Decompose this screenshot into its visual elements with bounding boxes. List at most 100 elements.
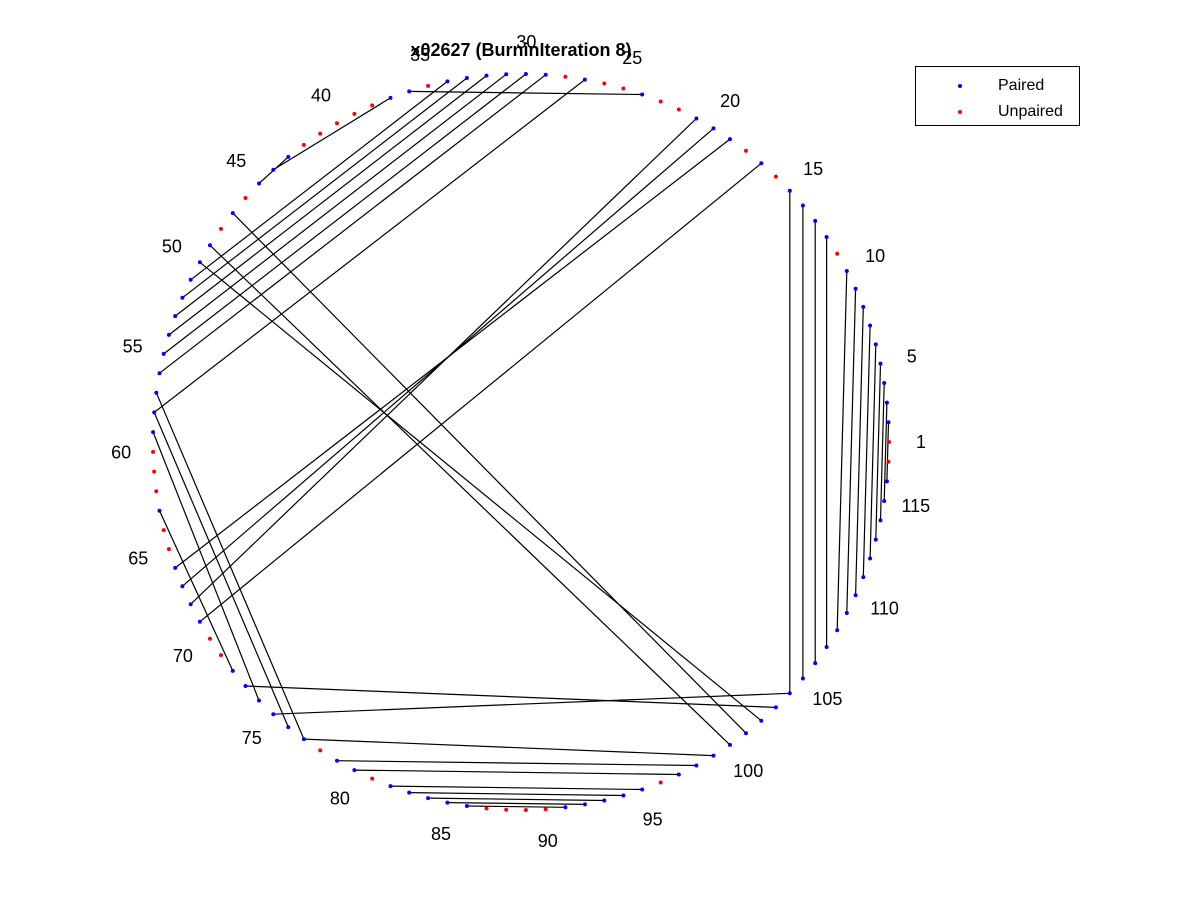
pair-line-80-97 [354, 769, 679, 776]
paired-point-99 [711, 753, 716, 758]
tick-label-100: 100 [733, 761, 763, 781]
paired-point-105 [800, 676, 805, 681]
paired-point-80 [352, 768, 357, 773]
paired-point-77 [301, 737, 306, 742]
paired-point-10 [844, 269, 849, 273]
paired-point-27 [582, 77, 587, 82]
paired-point-49 [208, 243, 212, 248]
unpaired-point-81 [370, 776, 375, 781]
paired-point-94 [621, 793, 626, 798]
paired-point-110 [853, 593, 858, 598]
paired-point-83 [407, 790, 412, 795]
pair-line-4-114 [879, 382, 885, 521]
paired-point-50 [197, 260, 202, 265]
pair-line-17-69 [199, 162, 762, 623]
paired-point-51 [188, 277, 193, 282]
pair-line-49-100 [209, 244, 731, 746]
paired-point-103 [773, 705, 778, 710]
paired-point-73 [243, 684, 248, 688]
pair-line-59-74 [152, 431, 260, 701]
pair-line-75-104 [273, 692, 790, 715]
pair-line-63-72 [158, 510, 234, 672]
pair-line-50-102 [199, 261, 762, 722]
paired-point-109 [844, 611, 849, 615]
paired-point-72 [230, 668, 235, 673]
tick-label-60: 60 [111, 443, 131, 463]
tick-label-50: 50 [162, 237, 182, 257]
pair-line-33-52 [182, 77, 468, 299]
pair-line-7-111 [862, 325, 871, 578]
paired-point-14 [800, 203, 805, 208]
paired-point-33 [464, 76, 469, 80]
pair-line-29-56 [159, 74, 547, 374]
paired-point-47 [230, 211, 235, 216]
unpaired-point-16 [773, 174, 778, 179]
paired-point-107 [824, 645, 829, 649]
paired-point-74 [257, 698, 261, 703]
paired-point-115 [882, 499, 887, 503]
tick-label-70: 70 [173, 646, 193, 666]
unpaired-point-38 [370, 103, 375, 108]
pair-line-83-94 [409, 792, 624, 797]
unpaired-point-42 [301, 142, 306, 147]
paired-point-68 [188, 602, 193, 607]
legend-entry-paired: Paired [916, 75, 1079, 99]
pair-line-21-68 [190, 118, 697, 605]
unpaired-point-65 [166, 547, 171, 552]
pair-line-5-113 [875, 363, 882, 540]
paired-point-53 [173, 314, 178, 319]
unpaired-marker [958, 110, 962, 114]
tick-label-30: 30 [516, 32, 536, 52]
pair-line-47-101 [232, 212, 747, 734]
legend: Paired Unpaired [915, 66, 1080, 126]
pair-line-24-36 [409, 90, 643, 96]
paired-point-15 [787, 188, 792, 193]
tick-label-45: 45 [226, 151, 246, 171]
paired-point-95 [640, 787, 645, 792]
paired-point-102 [759, 718, 764, 723]
paired-point-13 [813, 218, 818, 223]
paired-point-19 [728, 137, 732, 142]
paired-point-29 [543, 72, 548, 77]
legend-label-unpaired: Unpaired [998, 103, 1063, 120]
paired-point-63 [157, 508, 162, 513]
pair-line-57-77 [155, 392, 305, 740]
tick-label-95: 95 [643, 810, 663, 830]
paired-point-2 [886, 420, 891, 425]
paired-point-58 [152, 410, 157, 415]
legend-entry-unpaired: Unpaired [916, 101, 1079, 125]
unpaired-point-48 [219, 226, 223, 231]
pair-line-82-95 [390, 785, 643, 791]
paired-point-57 [154, 390, 159, 395]
unpaired-point-23 [658, 99, 663, 104]
pair-line-84-93 [428, 797, 605, 802]
tick-label-115: 115 [901, 496, 930, 516]
pair-line-34-51 [190, 80, 448, 281]
paired-point-91 [563, 805, 568, 810]
unpaired-point-11 [835, 251, 840, 256]
paired-point-45 [257, 181, 261, 186]
paired-point-67 [180, 584, 185, 589]
tick-label-55: 55 [123, 336, 143, 356]
paired-point-8 [861, 304, 866, 309]
unpaired-point-117 [886, 459, 891, 464]
unpaired-point-90 [543, 807, 548, 812]
paired-point-104 [787, 691, 792, 696]
paired-point-82 [388, 784, 393, 789]
paired-point-36 [407, 89, 412, 94]
tick-label-85: 85 [431, 824, 451, 844]
tick-label-65: 65 [128, 548, 148, 568]
paired-point-97 [676, 772, 681, 777]
paired-point-4 [882, 381, 887, 385]
pair-line-10-108 [836, 270, 848, 631]
paired-point-69 [197, 619, 202, 624]
pair-line-3-115 [883, 402, 888, 502]
tick-label-20: 20 [720, 91, 740, 111]
paired-point-6 [873, 342, 878, 347]
unpaired-point-88 [504, 807, 509, 812]
unpaired-point-87 [484, 806, 489, 811]
unpaired-point-70 [208, 636, 212, 641]
paired-point-101 [744, 731, 748, 736]
unpaired-point-1 [887, 440, 891, 444]
